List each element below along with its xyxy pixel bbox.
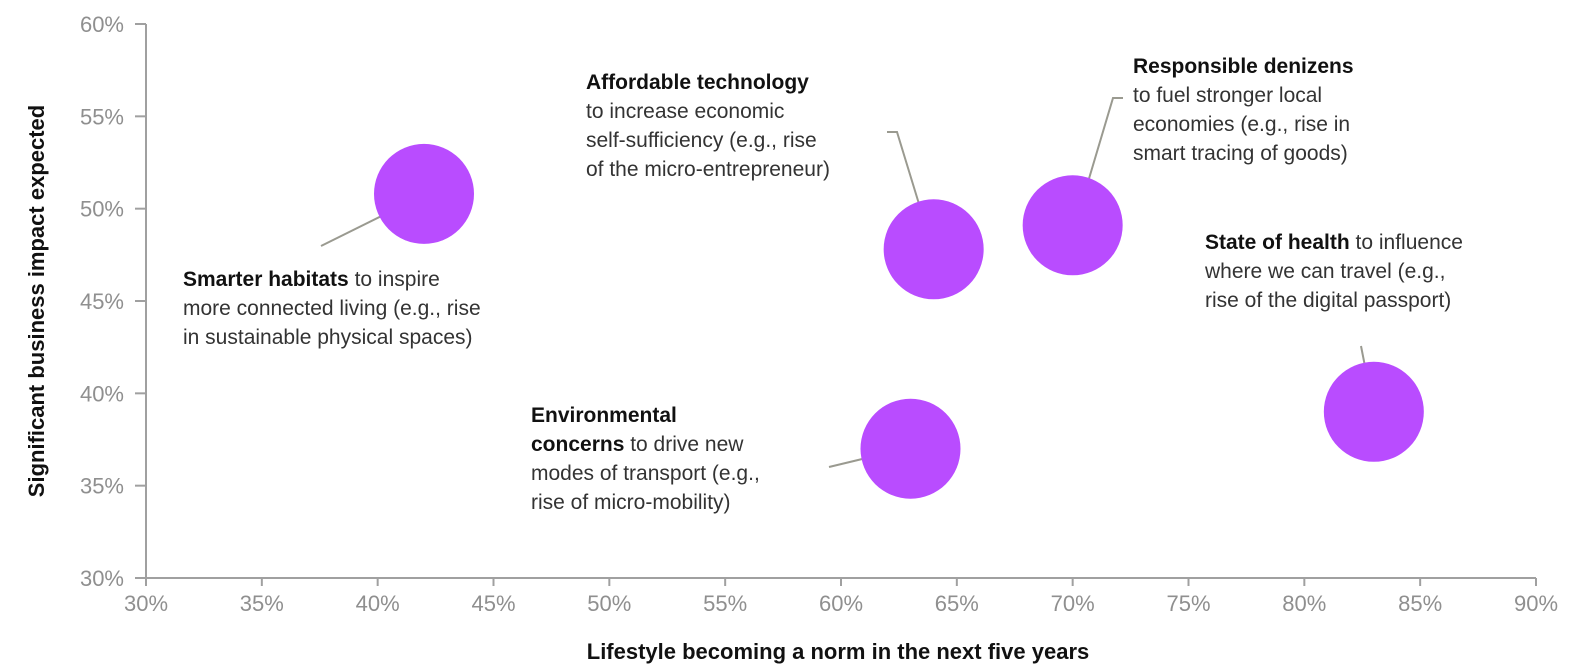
x-tick-label: 85% bbox=[1398, 591, 1442, 616]
annotation-title: State of health bbox=[1205, 231, 1350, 254]
x-tick-label: 90% bbox=[1514, 591, 1558, 616]
x-axis-title: Lifestyle becoming a norm in the next fi… bbox=[587, 639, 1090, 664]
data-point bbox=[374, 143, 474, 244]
data-points bbox=[374, 143, 1424, 499]
point-annotation: State of health to influence where we ca… bbox=[1205, 228, 1463, 315]
y-tick-label: 35% bbox=[80, 474, 124, 499]
axes: 30% 35% 40% 45% 50% 55% 60% 65% 70% 75% 80% 85% 90% 3… bbox=[80, 12, 1558, 616]
annotation-title: Environmental concerns bbox=[531, 404, 677, 456]
point-annotation: Affordable technology to increase econom… bbox=[586, 68, 830, 184]
x-tick-label: 60% bbox=[819, 591, 863, 616]
data-point bbox=[860, 398, 961, 499]
y-tick-label: 30% bbox=[80, 566, 124, 591]
annotation-text: to inspire more connected living (e.g., … bbox=[183, 268, 481, 349]
y-axis-title: Significant business impact expected bbox=[24, 105, 49, 497]
annotation-title: Responsible denizens bbox=[1133, 55, 1354, 78]
point-annotation: Smarter habitats to inspire more connect… bbox=[183, 265, 481, 352]
x-tick-label: 50% bbox=[587, 591, 631, 616]
x-tick-label: 65% bbox=[935, 591, 979, 616]
x-tick-label: 55% bbox=[703, 591, 747, 616]
annotation-title: Affordable technology bbox=[586, 71, 809, 94]
y-tick-label: 60% bbox=[80, 12, 124, 37]
point-annotation: Responsible denizens to fuel stronger lo… bbox=[1133, 52, 1354, 168]
annotation-text: to fuel stronger local economies (e.g., … bbox=[1133, 84, 1351, 165]
data-point bbox=[883, 199, 984, 300]
data-point bbox=[1022, 175, 1123, 276]
data-point bbox=[1323, 361, 1424, 462]
y-tick-label: 45% bbox=[80, 289, 124, 314]
x-tick-label: 40% bbox=[356, 591, 400, 616]
x-tick-label: 75% bbox=[1166, 591, 1210, 616]
x-tick-label: 35% bbox=[240, 591, 284, 616]
x-tick-label: 45% bbox=[471, 591, 515, 616]
x-tick-label: 80% bbox=[1282, 591, 1326, 616]
y-tick-label: 40% bbox=[80, 381, 124, 406]
x-tick-label: 70% bbox=[1051, 591, 1095, 616]
y-tick-label: 55% bbox=[80, 104, 124, 129]
annotation-text: to influence where we can travel (e.g., … bbox=[1205, 231, 1463, 312]
annotation-text: to drive new modes of transport (e.g., r… bbox=[531, 433, 760, 514]
annotation-title: Smarter habitats bbox=[183, 268, 349, 291]
x-tick-label: 30% bbox=[124, 591, 168, 616]
annotation-text: to increase economic self-sufficiency (e… bbox=[586, 100, 830, 181]
y-tick-label: 50% bbox=[80, 197, 124, 222]
point-annotation: Environmental concerns to drive new mode… bbox=[531, 401, 760, 517]
